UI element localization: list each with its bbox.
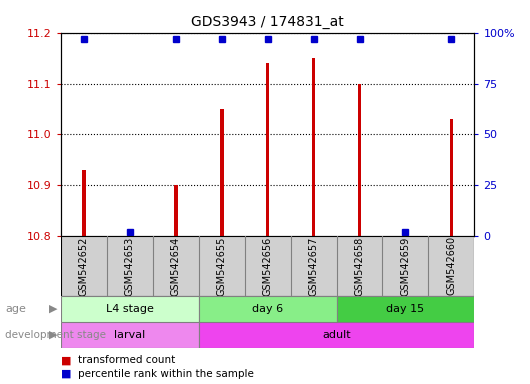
Bar bbox=[266, 63, 269, 236]
Text: day 15: day 15 bbox=[386, 304, 425, 314]
Bar bbox=[220, 109, 224, 236]
Text: GSM542656: GSM542656 bbox=[263, 236, 272, 296]
Text: adult: adult bbox=[322, 330, 351, 340]
Bar bbox=[82, 170, 86, 236]
Bar bbox=[199, 322, 474, 348]
Bar bbox=[128, 231, 131, 236]
Text: GSM542654: GSM542654 bbox=[171, 236, 181, 296]
Text: L4 stage: L4 stage bbox=[106, 304, 154, 314]
Text: ■: ■ bbox=[61, 355, 75, 365]
Bar bbox=[358, 84, 361, 236]
Bar bbox=[174, 185, 178, 236]
Title: GDS3943 / 174831_at: GDS3943 / 174831_at bbox=[191, 15, 344, 29]
Text: GSM542658: GSM542658 bbox=[355, 236, 365, 296]
Text: percentile rank within the sample: percentile rank within the sample bbox=[78, 369, 254, 379]
Text: larval: larval bbox=[114, 330, 145, 340]
Bar bbox=[61, 296, 199, 322]
Bar bbox=[61, 322, 199, 348]
Bar bbox=[337, 296, 474, 322]
Text: ▶: ▶ bbox=[49, 330, 58, 340]
Text: GSM542657: GSM542657 bbox=[308, 236, 319, 296]
Text: GSM542660: GSM542660 bbox=[446, 237, 456, 295]
Text: GSM542652: GSM542652 bbox=[79, 236, 89, 296]
Text: ▶: ▶ bbox=[49, 304, 58, 314]
Text: GSM542655: GSM542655 bbox=[217, 236, 227, 296]
Text: development stage: development stage bbox=[5, 330, 107, 340]
Text: ■: ■ bbox=[61, 369, 75, 379]
Bar bbox=[199, 296, 337, 322]
Bar bbox=[404, 231, 407, 236]
Text: GSM542659: GSM542659 bbox=[401, 236, 410, 296]
Bar bbox=[312, 58, 315, 236]
Text: GSM542653: GSM542653 bbox=[125, 236, 135, 296]
Text: age: age bbox=[5, 304, 26, 314]
Text: day 6: day 6 bbox=[252, 304, 283, 314]
Bar bbox=[449, 119, 453, 236]
Text: transformed count: transformed count bbox=[78, 355, 175, 365]
